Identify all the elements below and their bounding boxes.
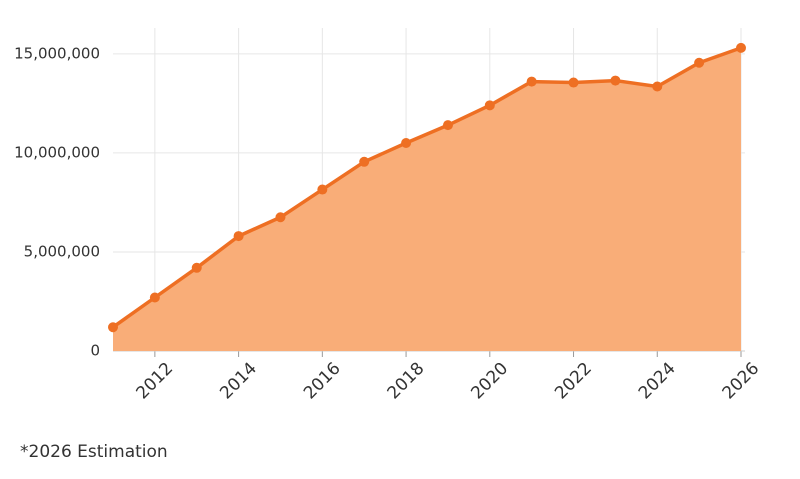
- point: [568, 77, 579, 88]
- x-tick-label: 2018: [384, 359, 429, 404]
- x-tick-label: 2024: [635, 359, 680, 404]
- point: [108, 322, 118, 333]
- x-tick-label: 2014: [216, 359, 261, 404]
- point: [401, 137, 412, 148]
- point: [442, 120, 453, 131]
- y-tick-label: 0: [90, 342, 100, 360]
- y-tick-label: 10,000,000: [14, 143, 100, 161]
- y-tick-label: 5,000,000: [24, 242, 100, 260]
- point: [359, 156, 370, 167]
- point: [149, 292, 160, 303]
- x-tick-label: 2022: [551, 359, 596, 404]
- point: [233, 231, 244, 242]
- point: [610, 75, 621, 86]
- point: [694, 57, 705, 68]
- point: [191, 262, 202, 273]
- x-tick-label: 2020: [467, 359, 512, 404]
- point: [526, 76, 537, 87]
- line: [111, 46, 742, 329]
- annotation: *2026 Estimation: [20, 442, 168, 462]
- point: [652, 81, 663, 92]
- x-tick-label: 2026: [719, 359, 764, 404]
- area: [113, 47, 741, 352]
- point: [484, 100, 495, 111]
- x-tick-label: 2016: [300, 359, 345, 404]
- y-tick-label: 15,000,000: [14, 44, 100, 62]
- x-tick-label: 2012: [132, 359, 177, 404]
- point: [317, 184, 328, 195]
- point: [275, 212, 286, 223]
- point: [736, 42, 746, 53]
